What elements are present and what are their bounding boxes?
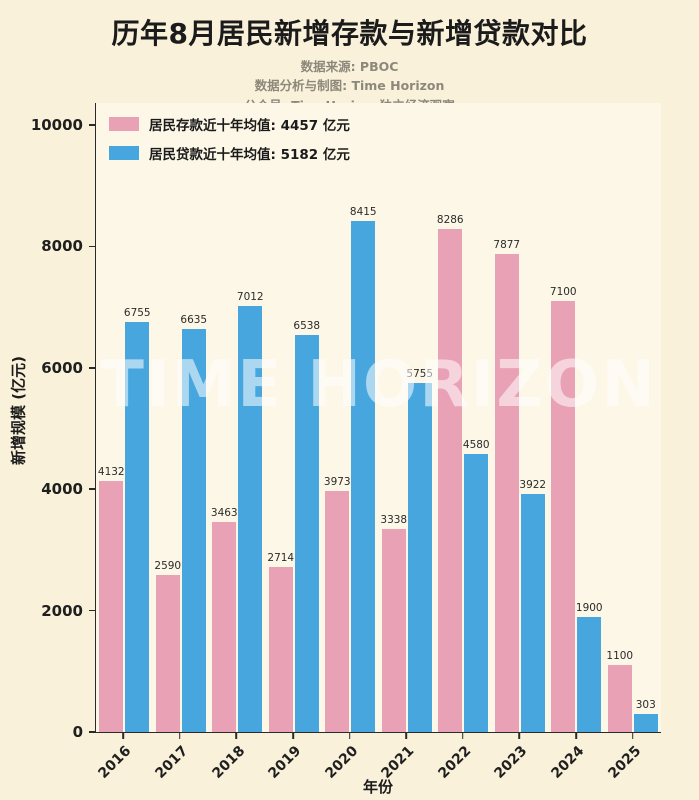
bar-group-2024: 7100 1900: [548, 286, 605, 732]
x-tick-mark: [462, 733, 464, 739]
x-tick-2016: 2016: [95, 733, 152, 782]
chart-title: 历年8月居民新增存款与新增贷款对比: [111, 17, 588, 50]
bar-loan-2024: 1900: [576, 602, 603, 732]
bar-group-2017: 2590 6635: [153, 314, 210, 732]
x-tick-mark: [292, 733, 294, 739]
bar-deposit-2021: 3338: [380, 514, 407, 732]
bar-value-label: 3338: [380, 514, 408, 527]
legend-label-deposit: 居民存款近十年均值: 4457 亿元: [149, 118, 350, 134]
y-tick-mark: [89, 245, 96, 248]
y-tick-label: 10000: [30, 116, 83, 134]
bar-value-label: 7012: [236, 291, 264, 304]
x-tick-mark: [235, 733, 238, 739]
bar-value-label: 2590: [154, 559, 182, 572]
bar-group-2021: 3338 5755: [379, 368, 436, 732]
bar-loan-2025: 303: [633, 699, 658, 732]
y-tick-label: 4000: [41, 480, 83, 499]
subtitle-source: 数据来源: PBOC: [300, 59, 399, 74]
bar-value-label: 3973: [323, 475, 351, 488]
x-tick-2022: 2022: [435, 733, 492, 782]
x-tick-2019: 2019: [265, 733, 322, 782]
bar-value-label: 2714: [267, 552, 295, 565]
bar-value-label: 4580: [462, 439, 490, 451]
x-axis-title: 年份: [362, 778, 393, 796]
plot-area: 0 2000 4000 6000 8000 10000 4132 6755 2590 6635 3…: [31, 103, 661, 741]
y-tick-mark: [89, 731, 96, 733]
y-tick-label: 0: [72, 723, 83, 741]
bar-deposit-2025: 1100: [606, 650, 633, 732]
bar-value-label: 303: [635, 698, 656, 711]
bar-value-label: 5755: [406, 367, 434, 380]
bar-group-2018: 3463 7012: [209, 291, 266, 732]
bar-group-2019: 2714 6538: [266, 320, 323, 732]
x-tick-2023: 2023: [491, 733, 548, 782]
y-tick-label: 2000: [41, 601, 83, 620]
x-tick-2021: 2021: [378, 733, 435, 782]
bar-deposit-2024: 7100: [550, 286, 577, 732]
x-tick-mark: [122, 733, 125, 739]
bar-loan-2023: 3922: [519, 479, 546, 732]
bar-loan-2017: 6635: [180, 314, 207, 732]
x-tick-2018: 2018: [208, 733, 265, 782]
bar-group-2023: 7877 3922: [492, 239, 549, 732]
bar-value-label: 7877: [493, 238, 521, 251]
y-tick-mark: [89, 488, 96, 490]
bar-deposit-2022: 8286: [437, 214, 464, 732]
y-tick-label: 8000: [41, 237, 83, 256]
y-axis-title: 新增规模 (亿元): [9, 356, 28, 465]
x-tick-mark: [518, 733, 521, 739]
x-tick-2017: 2017: [152, 733, 209, 782]
x-tick-mark: [631, 733, 634, 739]
bar-group-2022: 8286 4580: [435, 214, 492, 732]
x-tick-mark: [575, 733, 577, 739]
bar-value-label: 6538: [293, 320, 321, 333]
bar-group-2020: 3973 8415: [322, 206, 379, 732]
y-tick-mark: [89, 124, 96, 126]
x-tick-mark: [348, 733, 351, 739]
legend-swatch-loan: [109, 146, 139, 160]
bar-loan-2019: 6538: [293, 320, 320, 732]
x-tick-2024: 2024: [548, 733, 605, 782]
legend-swatch-deposit: [109, 117, 139, 131]
bar-value-label: 8415: [349, 206, 377, 219]
bar-value-label: 6755: [123, 306, 151, 319]
bar-deposit-2020: 3973: [324, 476, 351, 732]
legend-item-deposit: 居民存款近十年均值: 4457 亿元: [109, 114, 350, 134]
legend-label-loan: 居民贷款近十年均值: 5182 亿元: [149, 147, 350, 163]
bar-loan-2018: 7012: [237, 291, 264, 732]
bar-series-container: 4132 6755 2590 6635 3463 7012 2714 6538 3973 8415…: [96, 103, 661, 732]
bar-loan-2021: 5755: [406, 368, 433, 732]
bar-deposit-2023: 7877: [493, 239, 520, 732]
bar-deposit-2018: 3463: [211, 507, 238, 732]
bar-loan-2016: 6755: [124, 307, 151, 732]
x-tick-2025: 2025: [604, 733, 661, 782]
bar-group-2016: 4132 6755: [96, 307, 153, 732]
x-tick-mark: [179, 733, 181, 739]
bar-value-label: 8286: [436, 214, 464, 227]
x-tick-2020: 2020: [321, 733, 378, 782]
legend: 居民存款近十年均值: 4457 亿元 居民贷款近十年均值: 5182 亿元: [109, 114, 350, 163]
bar-group-2025: 1100 303: [605, 650, 662, 732]
legend-item-loan: 居民贷款近十年均值: 5182 亿元: [109, 143, 350, 163]
bar-deposit-2019: 2714: [267, 552, 294, 732]
bar-value-label: 4132: [97, 466, 125, 479]
bar-value-label: 6635: [180, 314, 208, 327]
y-tick-label: 6000: [41, 358, 83, 377]
bar-loan-2022: 4580: [463, 439, 490, 732]
bar-value-label: 1900: [575, 601, 603, 614]
bar-value-label: 1100: [606, 650, 634, 663]
bar-value-label: 3463: [210, 506, 238, 519]
bar-loan-2020: 8415: [350, 206, 377, 732]
subtitle-author: 数据分析与制图: Time Horizon: [254, 78, 445, 94]
bar-value-label: 3922: [519, 478, 547, 491]
x-tick-mark: [405, 733, 408, 739]
x-axis: 2016 2017 2018 2019 2020 2021 2022 2023 2024 2025: [95, 733, 661, 782]
y-tick-mark: [89, 609, 96, 612]
bar-deposit-2017: 2590: [154, 560, 181, 732]
y-tick-mark: [89, 367, 96, 369]
bar-value-label: 7100: [549, 286, 577, 299]
bar-deposit-2016: 4132: [98, 466, 125, 732]
